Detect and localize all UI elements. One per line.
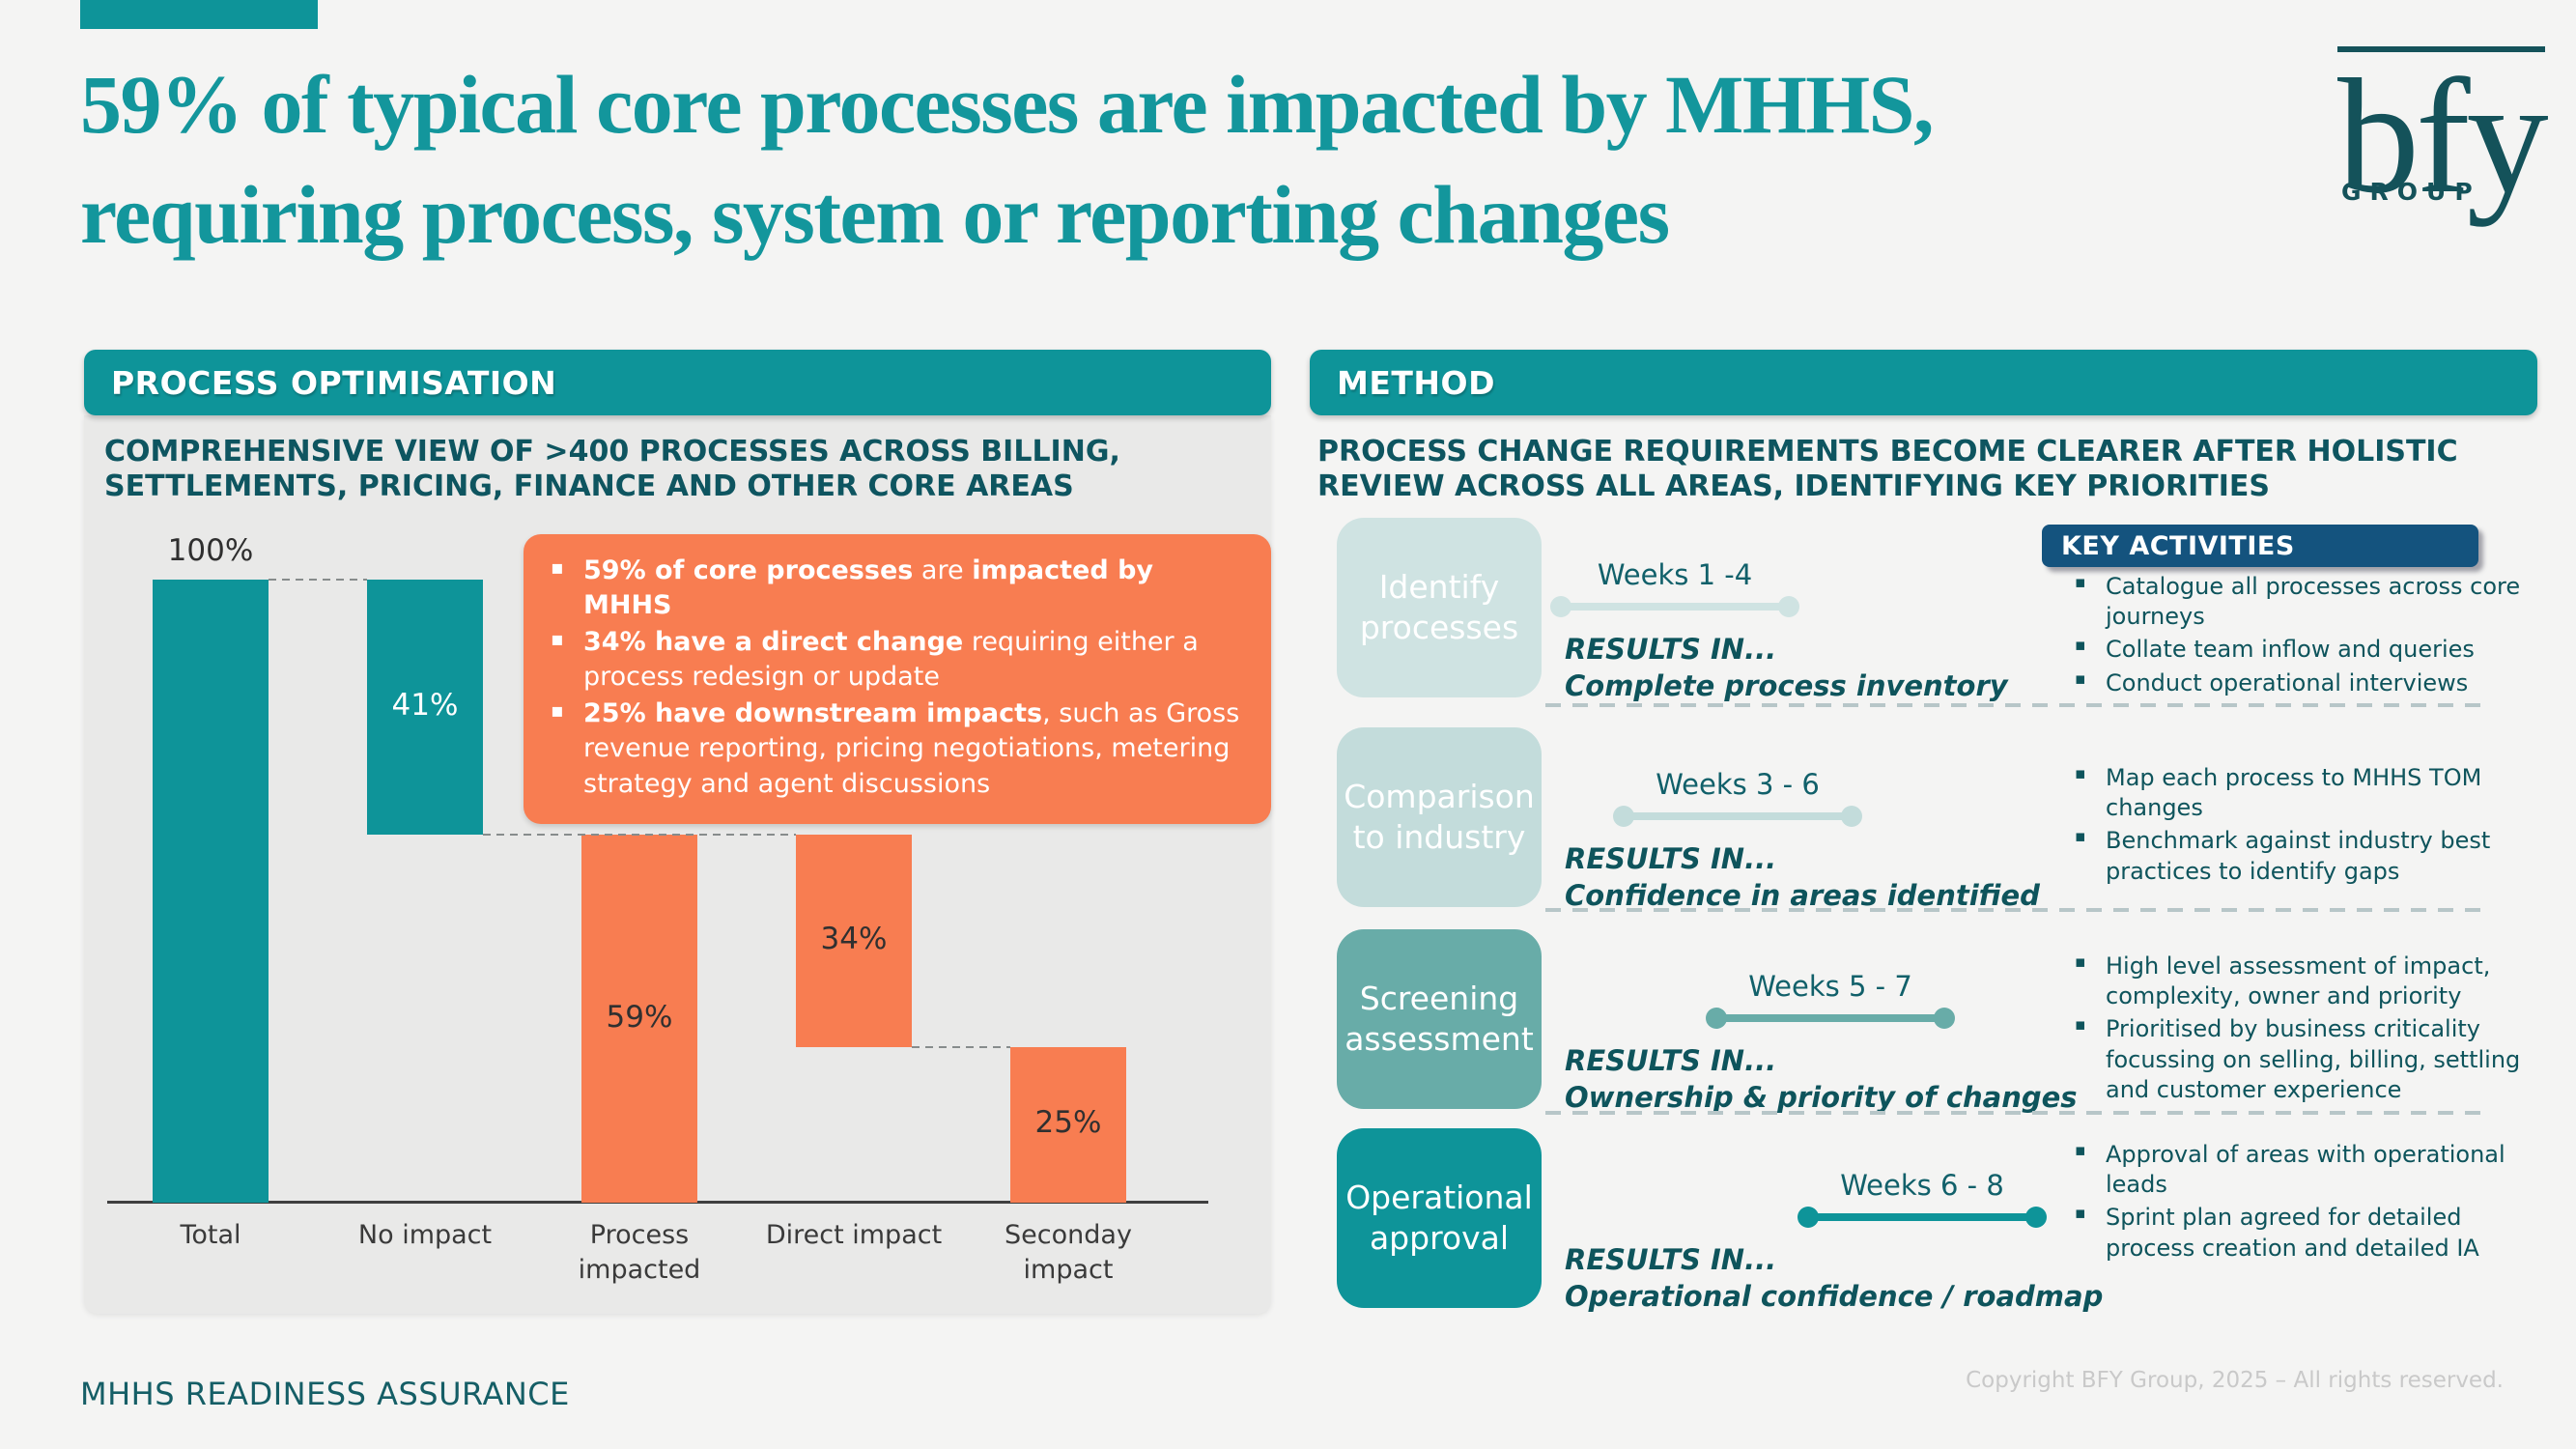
bfy-group-logo: bfy GROUP — [2337, 46, 2549, 218]
page-title-line-1: 59% of typical core processes are impact… — [80, 58, 1934, 151]
timeline-bar — [1613, 806, 1862, 827]
chart-bar — [796, 835, 912, 1047]
results-value: Ownership & priority of changes — [1565, 1080, 2078, 1114]
results-label: RESULTS IN... — [1565, 633, 1777, 666]
page-title-line-2: requiring process, system or reporting c… — [80, 167, 1670, 261]
top-accent-bar — [80, 0, 318, 29]
list-item: Collate team inflow and queries — [2069, 635, 2523, 665]
process-optimisation-header: PROCESS OPTIMISATION — [84, 350, 1271, 415]
row-separator — [1545, 1111, 2492, 1115]
key-activities-title-box: KEY ACTIVITIES — [2042, 525, 2478, 567]
method-row-operational-approval: Operational approval Weeks 6 - 8 RESULTS… — [1310, 1128, 2537, 1314]
key-activities-title: KEY ACTIVITIES — [2061, 530, 2295, 561]
right-panel-subtitle: PROCESS CHANGE REQUIREMENTS BECOME CLEAR… — [1317, 435, 2458, 503]
chart-bar-value-label: 41% — [391, 688, 459, 724]
key-activities-list: Catalogue all processes across core jour… — [2069, 572, 2523, 701]
step-box: Operational approval — [1337, 1128, 1542, 1308]
step-box: Identify processes — [1337, 518, 1542, 697]
list-item: Map each process to MHHS TOM changes — [2069, 763, 2523, 823]
results-label: RESULTS IN... — [1565, 1243, 1777, 1276]
chart-connector-line — [483, 834, 796, 837]
list-item: Approval of areas with operational leads — [2069, 1140, 2523, 1200]
chart-bar — [153, 580, 269, 1203]
chart-bar — [581, 835, 697, 1203]
left-panel-subtitle: COMPREHENSIVE VIEW OF >400 PROCESSES ACR… — [104, 435, 1120, 503]
chart-connector-line — [269, 579, 367, 581]
chart-connector-line — [912, 1045, 1010, 1048]
logo-wordmark: bfy — [2337, 45, 2549, 227]
step-box: Comparison to industry — [1337, 727, 1542, 907]
weeks-label: Weeks 6 - 8 — [1840, 1169, 2004, 1202]
row-separator — [1545, 703, 2492, 707]
chart-category-label: Process impacted — [578, 1220, 701, 1286]
chart-category-label: Seconday impact — [1005, 1220, 1132, 1286]
chart-bar-value-label: 34% — [820, 922, 888, 957]
results-label: RESULTS IN... — [1565, 1044, 1777, 1077]
list-item: Catalogue all processes across core jour… — [2069, 572, 2523, 632]
list-item: 25% have downstream impacts, such as Gro… — [543, 696, 1246, 802]
weeks-label: Weeks 1 -4 — [1597, 558, 1753, 591]
list-item: 59% of core processes are impacted by MH… — [543, 554, 1246, 624]
footer-copyright: Copyright BFY Group, 2025 – All rights r… — [1966, 1368, 2504, 1393]
chart-bar — [1010, 1046, 1126, 1203]
row-separator — [1545, 908, 2492, 912]
results-value: Operational confidence / roadmap — [1565, 1279, 2104, 1313]
chart-bar — [367, 580, 483, 836]
results-value: Complete process inventory — [1565, 668, 2008, 702]
timeline-bar — [1798, 1207, 2047, 1228]
method-row-comparison-to-industry: Comparison to industry Weeks 3 - 6 RESUL… — [1310, 727, 2537, 913]
step-box: Screening assessment — [1337, 929, 1542, 1109]
key-activities-list: Map each process to MHHS TOM changesBenc… — [2069, 763, 2523, 890]
chart-category-label: Direct impact — [765, 1220, 943, 1250]
method-row-screening-assessment: Screening assessment Weeks 5 - 7 RESULTS… — [1310, 929, 2537, 1115]
results-value: Confidence in areas identified — [1565, 878, 2040, 912]
results-label: RESULTS IN... — [1565, 842, 1777, 875]
timeline-bar — [1550, 596, 1799, 617]
chart-bar-value-label: 100% — [167, 533, 254, 568]
list-item: Sprint plan agreed for detailed process … — [2069, 1203, 2523, 1263]
chart-category-label: Total — [180, 1220, 241, 1250]
weeks-label: Weeks 5 - 7 — [1748, 970, 1912, 1003]
logo-subtext: GROUP — [2341, 178, 2481, 206]
process-optimisation-header-label: PROCESS OPTIMISATION — [111, 363, 557, 402]
method-header: METHOD — [1310, 350, 2537, 415]
method-header-label: METHOD — [1337, 363, 1495, 402]
results-block: RESULTS IN... Complete process inventory — [1565, 632, 2164, 704]
method-row-identify-processes: Identify processes Weeks 1 -4 RESULTS IN… — [1310, 518, 2537, 703]
list-item: Benchmark against industry best practice… — [2069, 826, 2523, 886]
key-activities-list: High level assessment of impact, complex… — [2069, 952, 2523, 1108]
chart-bar-value-label: 59% — [606, 999, 673, 1035]
list-item: Conduct operational interviews — [2069, 668, 2523, 698]
results-block: RESULTS IN... Ownership & priority of ch… — [1565, 1043, 2164, 1116]
insights-callout-list: 59% of core processes are impacted by MH… — [543, 554, 1246, 802]
chart-category-label: No impact — [357, 1220, 493, 1250]
footer-project-title: MHHS READINESS ASSURANCE — [80, 1376, 570, 1412]
process-optimisation-panel: PROCESS OPTIMISATION COMPREHENSIVE VIEW … — [84, 350, 1271, 1314]
weeks-label: Weeks 3 - 6 — [1656, 768, 1820, 801]
list-item: 34% have a direct change requiring eithe… — [543, 625, 1246, 696]
chart-bar-value-label: 25% — [1034, 1105, 1102, 1141]
results-block: RESULTS IN... Confidence in areas identi… — [1565, 841, 2164, 914]
insights-callout: 59% of core processes are impacted by MH… — [524, 534, 1271, 825]
list-item: High level assessment of impact, complex… — [2069, 952, 2523, 1011]
timeline-bar — [1706, 1008, 1955, 1029]
list-item: Prioritised by business criticality focu… — [2069, 1014, 2523, 1105]
key-activities-list: Approval of areas with operational leads… — [2069, 1140, 2523, 1266]
waterfall-plot: 100% Total 41% No impact 59% Process impacted… — [107, 533, 1208, 1285]
results-block: RESULTS IN... Operational confidence / r… — [1565, 1242, 2164, 1315]
page-title: 59% of typical core processes are impact… — [80, 50, 1934, 270]
method-panel: METHOD PROCESS CHANGE REQUIREMENTS BECOM… — [1310, 350, 2537, 1314]
